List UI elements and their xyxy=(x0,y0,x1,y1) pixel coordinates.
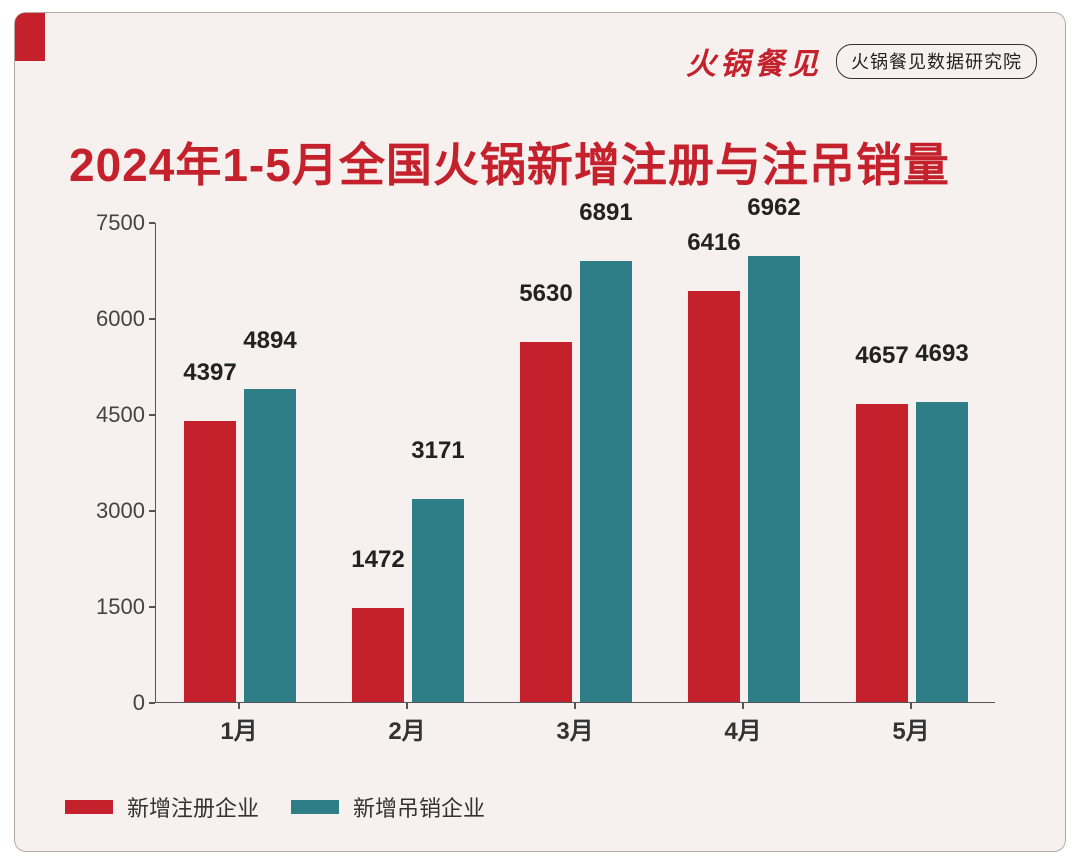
chart-card: 火锅餐见 火锅餐见数据研究院 2024年1-5月全国火锅新增注册与注吊销量 43… xyxy=(14,12,1066,852)
bar-value-label: 6416 xyxy=(687,229,740,257)
bar xyxy=(352,608,404,702)
bar xyxy=(916,402,968,702)
bar xyxy=(412,499,464,702)
y-tick-label: 3000 xyxy=(75,498,145,524)
legend-swatch xyxy=(291,800,339,814)
y-tick-label: 6000 xyxy=(75,306,145,332)
x-tick-mark xyxy=(910,703,912,709)
x-tick-mark xyxy=(238,703,240,709)
bar-value-label: 5630 xyxy=(519,280,572,308)
legend-swatch xyxy=(65,800,113,814)
x-tick-mark xyxy=(742,703,744,709)
y-tick-label: 0 xyxy=(75,690,145,716)
legend-label: 新增注册企业 xyxy=(127,791,259,823)
y-tick-mark xyxy=(149,318,155,320)
y-tick-mark xyxy=(149,414,155,416)
bar xyxy=(748,256,800,702)
header: 火锅餐见 火锅餐见数据研究院 xyxy=(686,39,1037,83)
plot-area: 4397489414723171563068916416696246574693 xyxy=(155,223,995,703)
bar-value-label: 6962 xyxy=(747,194,800,222)
y-tick-mark xyxy=(149,510,155,512)
bar xyxy=(244,389,296,702)
corner-accent xyxy=(15,13,45,61)
brand-name: 火锅餐见 xyxy=(686,39,822,83)
bar-value-label: 1472 xyxy=(351,546,404,574)
y-tick-mark xyxy=(149,702,155,704)
x-category-label: 4月 xyxy=(724,711,761,746)
x-category-label: 2月 xyxy=(388,711,425,746)
bar-value-label: 3171 xyxy=(411,437,464,465)
legend-item: 新增注册企业 xyxy=(65,791,259,823)
legend-label: 新增吊销企业 xyxy=(353,791,485,823)
x-tick-mark xyxy=(406,703,408,709)
source-badge: 火锅餐见数据研究院 xyxy=(836,44,1037,79)
legend-item: 新增吊销企业 xyxy=(291,791,485,823)
chart-title: 2024年1-5月全国火锅新增注册与注吊销量 xyxy=(69,129,950,195)
x-category-label: 3月 xyxy=(556,711,593,746)
y-tick-label: 7500 xyxy=(75,210,145,236)
bar xyxy=(184,421,236,702)
bar-value-label: 4397 xyxy=(183,359,236,387)
bar xyxy=(520,342,572,702)
x-category-label: 5月 xyxy=(892,711,929,746)
bar xyxy=(688,291,740,702)
legend: 新增注册企业 新增吊销企业 xyxy=(65,791,485,823)
y-tick-mark xyxy=(149,606,155,608)
x-category-label: 1月 xyxy=(220,711,257,746)
bar xyxy=(580,261,632,702)
bar-value-label: 4657 xyxy=(855,342,908,370)
bar xyxy=(856,404,908,702)
y-tick-mark xyxy=(149,222,155,224)
y-tick-label: 4500 xyxy=(75,402,145,428)
bar-value-label: 6891 xyxy=(579,199,632,227)
bar-value-label: 4894 xyxy=(243,327,296,355)
y-tick-label: 1500 xyxy=(75,594,145,620)
x-tick-mark xyxy=(574,703,576,709)
bar-chart: 4397489414723171563068916416696246574693… xyxy=(75,213,1015,773)
bar-value-label: 4693 xyxy=(915,340,968,368)
